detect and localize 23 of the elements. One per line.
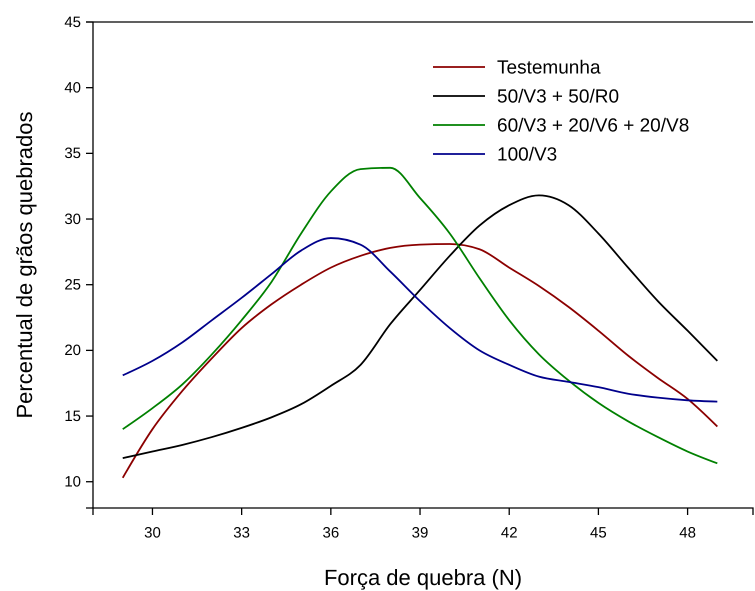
y-tick-label: 35: [64, 145, 81, 162]
legend-label: 50/V3 + 50/R0: [497, 86, 620, 108]
x-tick-label: 39: [412, 524, 428, 542]
y-tick-label: 25: [64, 276, 81, 294]
y-tick-label: 30: [64, 210, 81, 228]
y-tick-label: 40: [64, 79, 81, 96]
x-tick-label: 30: [144, 524, 161, 542]
line-series: [122, 237, 718, 403]
y-tick-label: 15: [64, 408, 81, 425]
y-tick-label: 10: [64, 474, 81, 491]
y-axis-title: Percentual de grãos quebrados: [12, 112, 37, 418]
line-series: [122, 243, 718, 479]
x-axis-title: Força de quebra (N): [324, 565, 522, 590]
legend-label: 100/V3: [497, 144, 558, 166]
legend-label: Testemunha: [497, 58, 601, 79]
x-tick-label: 33: [233, 524, 250, 542]
y-tick-label: 20: [64, 342, 81, 360]
legend-label: 60/V3 + 20/V6 + 20/V8: [497, 116, 690, 137]
x-tick-label: 36: [322, 524, 340, 542]
y-tick-label: 45: [64, 14, 81, 31]
x-tick-label: 42: [500, 524, 518, 542]
x-tick-label: 48: [679, 524, 696, 542]
x-tick-label: 45: [590, 524, 607, 542]
